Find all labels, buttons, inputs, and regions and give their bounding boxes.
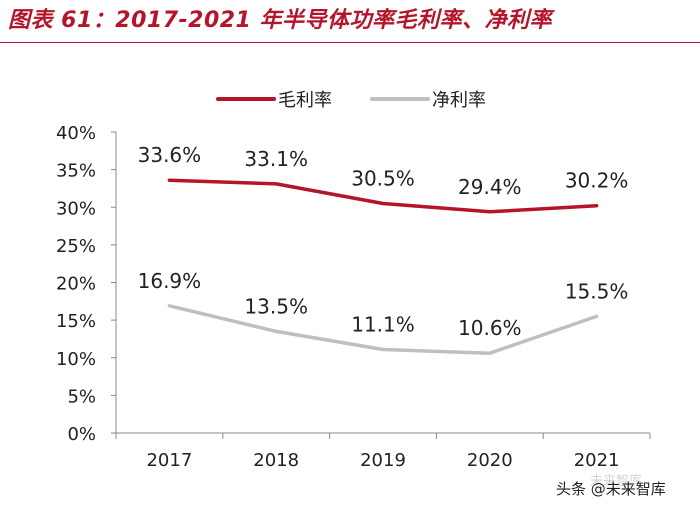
data-label: 30.2% [565,169,629,193]
x-tick-label: 2020 [467,450,513,471]
y-tick-label: 10% [56,349,96,370]
y-tick-label: 40% [56,123,96,144]
legend-label: 净利率 [432,90,486,111]
y-tick-label: 0% [67,424,96,445]
watermark: 头条 @未来智库 [556,480,666,498]
data-label: 29.4% [458,175,522,199]
x-tick-label: 2019 [360,450,406,471]
legend-label: 毛利率 [278,90,332,111]
y-tick-label: 15% [56,311,96,332]
data-label: 15.5% [565,279,629,303]
data-label: 30.5% [351,166,415,190]
x-tick-label: 2021 [574,450,620,471]
data-label: 33.6% [138,143,202,167]
y-tick-label: 25% [56,236,96,257]
x-tick-label: 2017 [146,450,192,471]
y-tick-label: 20% [56,274,96,295]
y-tick-label: 5% [67,386,96,407]
watermark-faint: 未来智库 [590,474,643,489]
y-tick-label: 30% [56,198,96,219]
x-tick-label: 2018 [253,450,299,471]
series-line-gross-margin [167,178,599,214]
data-label: 10.6% [458,316,522,340]
series-line-net-margin [167,304,599,355]
title-divider [0,42,700,43]
data-label: 33.1% [244,147,308,171]
y-tick-label: 35% [56,161,96,182]
chart-title: 图表 61：2017-2021 年半导体功率毛利率、净利率 [8,8,553,33]
data-label: 13.5% [244,294,308,318]
data-label: 11.1% [351,312,415,336]
data-label: 16.9% [138,269,202,293]
